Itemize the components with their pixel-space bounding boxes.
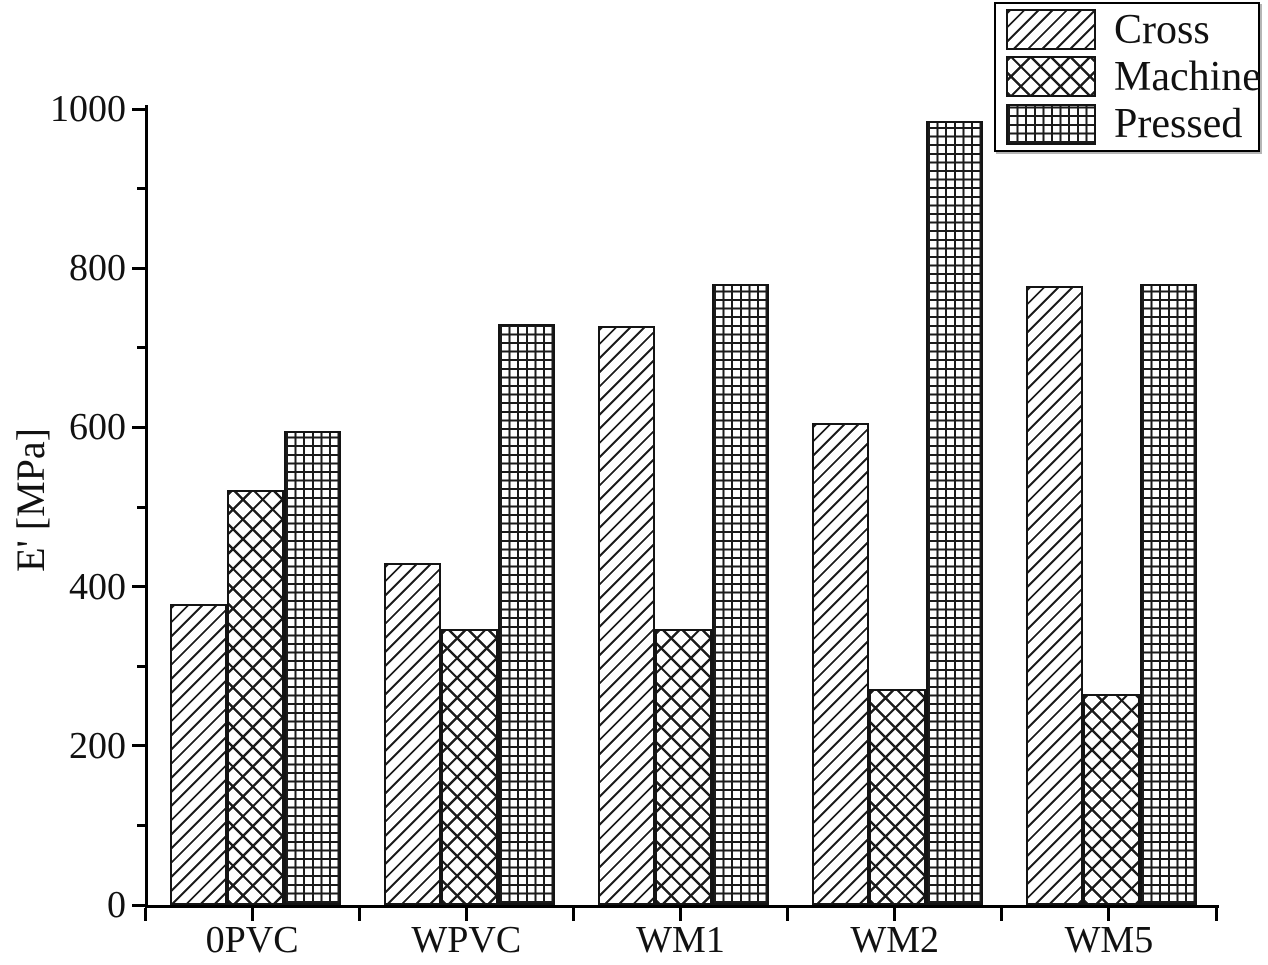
bar-WM1-pressed bbox=[712, 284, 769, 905]
x-category-label-0PVC: 0PVC bbox=[205, 919, 299, 961]
x-tick-6 bbox=[786, 908, 790, 921]
y-minor-tick-300 bbox=[137, 664, 145, 668]
bar-WM1-machine bbox=[655, 628, 712, 905]
y-minor-tick-100 bbox=[137, 823, 145, 827]
bar-WPVC-pressed bbox=[497, 323, 555, 905]
bar-WM2-cross bbox=[812, 422, 870, 905]
x-category-label-WM1: WM1 bbox=[636, 919, 725, 961]
bar-WPVC-cross bbox=[383, 562, 441, 905]
x-category-label-WM5: WM5 bbox=[1064, 919, 1154, 961]
y-major-tick-0 bbox=[132, 903, 145, 907]
x-tick-1 bbox=[250, 908, 254, 921]
bar-WM5-pressed bbox=[1140, 284, 1198, 905]
bar-WM1-cross bbox=[598, 325, 655, 905]
x-tick-2 bbox=[357, 908, 361, 921]
y-major-tick-400 bbox=[132, 585, 145, 589]
x-tick-3 bbox=[464, 908, 468, 921]
x-tick-8 bbox=[1000, 908, 1004, 921]
y-major-tick-200 bbox=[132, 744, 145, 748]
legend-entry-cross: Cross bbox=[1006, 7, 1254, 53]
bar-WPVC-machine bbox=[440, 628, 498, 905]
plot-area bbox=[145, 105, 1219, 908]
y-minor-tick-500 bbox=[137, 505, 145, 509]
bar-0PVC-machine bbox=[226, 489, 284, 905]
x-tick-7 bbox=[893, 908, 897, 921]
x-tick-9 bbox=[1107, 908, 1111, 921]
y-minor-tick-700 bbox=[137, 346, 145, 350]
y-minor-tick-900 bbox=[137, 187, 145, 191]
bar-0PVC-cross bbox=[169, 604, 227, 905]
legend-label-pressed: Pressed bbox=[1114, 101, 1243, 148]
legend-swatch-cross bbox=[1006, 9, 1096, 51]
bar-WM5-machine bbox=[1083, 694, 1141, 905]
x-category-label-WM2: WM2 bbox=[850, 919, 940, 961]
legend-swatch-pressed bbox=[1006, 103, 1096, 145]
y-major-tick-1000 bbox=[132, 107, 145, 111]
y-tick-label-600: 600 bbox=[69, 406, 126, 449]
legend-entry-machine: Machine bbox=[1006, 54, 1261, 100]
y-tick-label-1000: 1000 bbox=[50, 88, 126, 130]
legend-label-machine: Machine bbox=[1114, 53, 1261, 100]
x-tick-4 bbox=[571, 908, 575, 921]
legend: Cross Machine Pressed bbox=[994, 2, 1261, 152]
bar-WM5-cross bbox=[1026, 285, 1084, 905]
bar-WM2-pressed bbox=[926, 120, 984, 905]
legend-swatch-machine bbox=[1006, 56, 1096, 98]
x-category-label-WPVC: WPVC bbox=[411, 919, 522, 961]
y-tick-label-0: 0 bbox=[107, 884, 126, 926]
legend-entry-pressed: Pressed bbox=[1006, 101, 1254, 147]
y-major-tick-600 bbox=[132, 425, 145, 429]
y-tick-label-800: 800 bbox=[69, 247, 126, 290]
y-tick-label-400: 400 bbox=[69, 565, 126, 608]
y-axis-title-text: E' [MPa] bbox=[7, 428, 53, 572]
x-tick-10 bbox=[1214, 908, 1218, 921]
y-major-tick-800 bbox=[132, 266, 145, 270]
x-tick-5 bbox=[679, 908, 682, 921]
legend-label-cross: Cross bbox=[1114, 6, 1210, 53]
bar-WM2-machine bbox=[869, 688, 927, 905]
y-axis-title: E' [MPa] bbox=[6, 300, 54, 700]
y-tick-label-200: 200 bbox=[69, 724, 126, 767]
bar-0PVC-pressed bbox=[283, 430, 341, 905]
x-tick-0 bbox=[143, 908, 147, 921]
